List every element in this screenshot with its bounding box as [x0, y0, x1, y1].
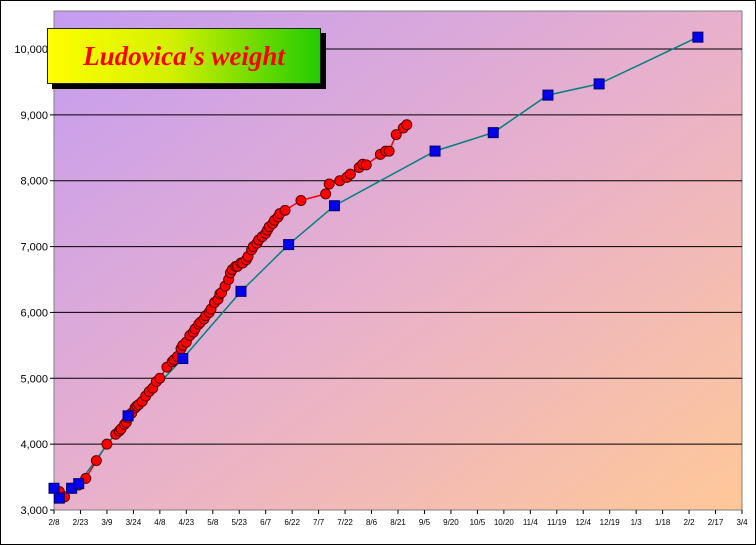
series-2-point	[73, 478, 85, 490]
series-1-point	[279, 204, 291, 216]
chart-title-box: Ludovica's weight	[47, 28, 321, 84]
series-2-point	[177, 353, 189, 365]
plot-area	[53, 10, 743, 511]
series-2-point	[692, 31, 704, 43]
y-tick-label: 10,000	[14, 44, 48, 56]
x-tick-label: 9/5	[419, 518, 431, 527]
x-tick-label: 1/18	[655, 518, 671, 527]
x-tick-label: 4/23	[179, 518, 195, 527]
y-tick-label: 5,000	[20, 373, 48, 385]
series-2-point	[235, 285, 247, 297]
x-tick-label: 8/6	[366, 518, 378, 527]
x-tick-label: 7/7	[313, 518, 325, 527]
series-1-point	[383, 145, 395, 157]
y-tick-label: 7,000	[20, 242, 48, 254]
series-1-point	[154, 372, 166, 384]
x-tick-label: 5/8	[207, 518, 219, 527]
x-tick-label: 1/3	[631, 518, 643, 527]
x-tick-label: 5/23	[231, 518, 247, 527]
series-2-point	[429, 145, 441, 157]
series-2-point	[122, 410, 134, 422]
series-2-point	[542, 89, 554, 101]
y-axis-ticks: 3,000 4,000 5,000 6,000 7,000 8,000 9,000 10,00…	[14, 44, 48, 517]
x-tick-label: 4/8	[154, 518, 166, 527]
x-tick-label: 8/21	[390, 518, 406, 527]
x-tick-label: 12/4	[575, 518, 591, 527]
x-tick-label: 11/4	[523, 518, 539, 527]
x-tick-label: 3/9	[101, 518, 113, 527]
series-1-point	[323, 178, 335, 190]
series-1-point	[90, 455, 102, 467]
series-1-point	[360, 159, 372, 171]
y-tick-label: 3,000	[20, 505, 48, 517]
y-tick-label: 9,000	[20, 110, 48, 122]
series-1-point	[390, 129, 402, 141]
x-tick-label: 2/23	[73, 518, 89, 527]
series-1-point	[320, 188, 332, 200]
series-2-point	[487, 127, 499, 139]
x-tick-label: 3/24	[126, 518, 142, 527]
y-tick-label: 4,000	[20, 439, 48, 451]
x-tick-label: 6/7	[260, 518, 272, 527]
series-2-point	[283, 239, 295, 251]
x-tick-label: 6/22	[284, 518, 300, 527]
series-2-point	[593, 78, 605, 90]
series-1-point	[101, 438, 113, 450]
chart-title: Ludovica's weight	[83, 40, 285, 71]
x-tick-label: 7/22	[337, 518, 353, 527]
series-1-point	[401, 119, 413, 131]
x-tick-label: 2/17	[708, 518, 724, 527]
y-tick-label: 6,000	[20, 307, 48, 319]
x-tick-label: 10/20	[494, 518, 515, 527]
series-1-point	[295, 194, 307, 206]
x-tick-label: 3/4	[736, 518, 748, 527]
y-tick-label: 8,000	[20, 176, 48, 188]
x-tick-label: 12/19	[600, 518, 621, 527]
x-tick-label: 9/20	[443, 518, 459, 527]
series-1-point	[344, 168, 356, 180]
x-tick-label: 2/8	[48, 518, 60, 527]
x-tick-label: 2/2	[684, 518, 696, 527]
x-tick-label: 11/19	[547, 518, 567, 527]
series-2-point	[328, 200, 340, 212]
x-axis-ticks: 2/8 2/23 3/9 3/24 4/8 4/23 5/8 5/23 6/7 6/22 7/7 7/…	[48, 510, 748, 527]
series-2-point	[53, 492, 65, 504]
data-series	[48, 31, 704, 504]
x-tick-label: 10/5	[470, 518, 486, 527]
series-2-point	[48, 482, 60, 494]
